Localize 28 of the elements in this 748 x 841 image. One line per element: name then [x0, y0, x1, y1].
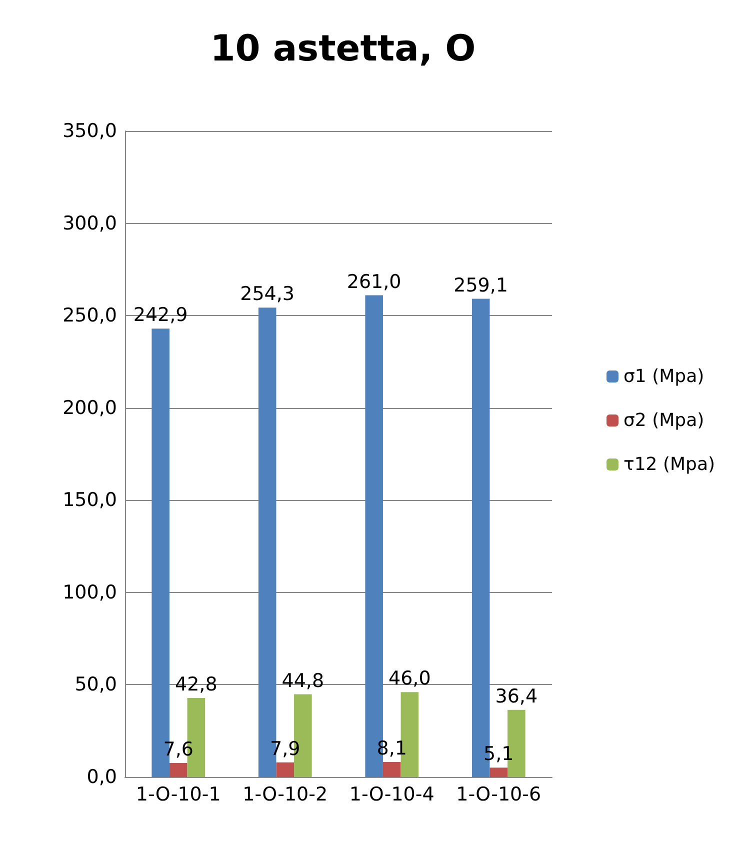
data-label: 42,8 — [175, 674, 218, 696]
bar — [169, 762, 188, 777]
y-tick-label: 300,0 — [62, 212, 117, 234]
data-label: 44,8 — [282, 670, 324, 692]
y-tick-label: 0,0 — [86, 766, 117, 788]
legend-label: σ2 (Mpa) — [624, 410, 704, 431]
data-label: 259,1 — [454, 274, 508, 296]
data-label: 46,0 — [388, 668, 431, 690]
data-label: 36,4 — [495, 685, 538, 708]
bar — [276, 762, 294, 777]
legend-label: σ1 (Mpa) — [624, 366, 704, 387]
y-tick-label: 200,0 — [62, 396, 117, 419]
data-label: 242,9 — [133, 304, 188, 326]
bar — [382, 762, 401, 777]
legend-label: τ12 (Mpa) — [624, 454, 716, 475]
data-label: 254,3 — [240, 283, 295, 306]
x-tick-label: 1-O-10-6 — [456, 784, 542, 806]
y-tick-label: 350,0 — [62, 120, 117, 142]
y-tick-label: 150,0 — [62, 489, 117, 512]
x-tick-label: 1-O-10-2 — [242, 784, 328, 806]
x-tick-label: 1-O-10-4 — [349, 784, 434, 806]
y-tick-label: 250,0 — [62, 304, 117, 327]
y-tick-label: 100,0 — [62, 581, 117, 604]
x-tick-label: 1-O-10-1 — [136, 784, 221, 806]
y-tick-label: 50,0 — [74, 674, 117, 696]
data-label: 261,0 — [346, 270, 402, 293]
bar — [490, 768, 508, 777]
chart-title: 10 astetta, O — [210, 28, 476, 70]
